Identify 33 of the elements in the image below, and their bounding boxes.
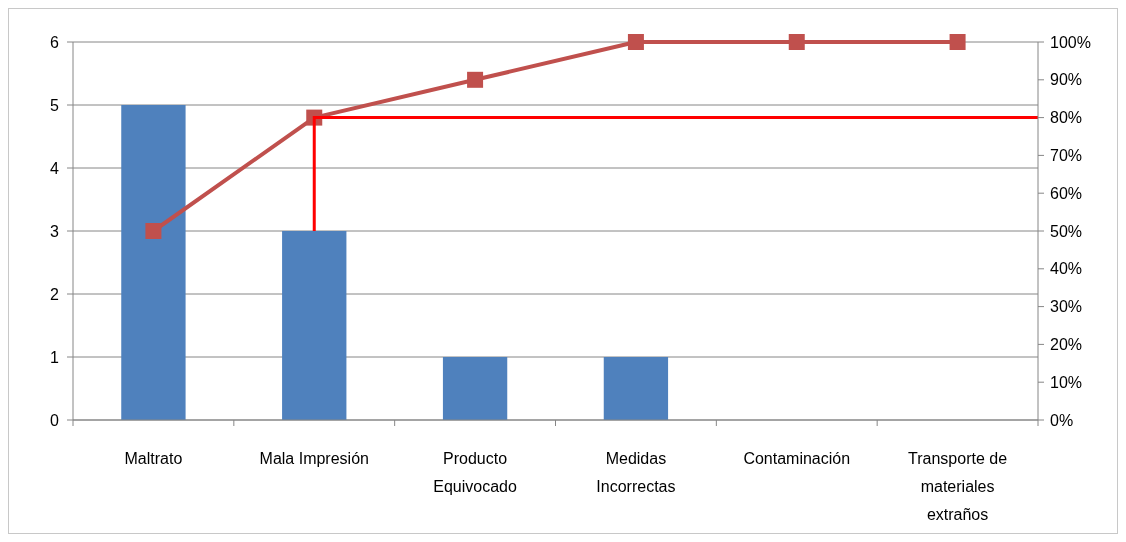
y2-tick-label: 0% [1050, 411, 1074, 429]
x-tick-label: Mala Impresión [259, 450, 369, 467]
x-tick-label: Medidas Incorrectas [596, 450, 676, 495]
y2-tick-label: 60% [1050, 184, 1083, 202]
point [627, 34, 644, 50]
y-tick-label: 4 [50, 159, 60, 177]
y-tick-label: 3 [50, 222, 60, 240]
y-tick-label: 2 [50, 285, 60, 303]
y2-tick-label: 70% [1050, 147, 1083, 164]
point [467, 71, 484, 88]
bar [603, 357, 669, 420]
point [145, 223, 162, 239]
point [788, 34, 805, 50]
x-tick-label: Producto Equivocado [433, 450, 517, 495]
bar [121, 105, 186, 420]
y-tick-label: 1 [50, 348, 60, 366]
y2-tick-label: 30% [1050, 298, 1083, 316]
bar [442, 357, 508, 420]
y2-tick-label: 10% [1050, 373, 1083, 391]
x-tick-label: Maltrato [124, 450, 183, 467]
y-tick-label: 0 [50, 411, 60, 429]
y2-tick-label: 50% [1050, 222, 1083, 240]
y-tick-label: 5 [50, 96, 60, 114]
y2-tick-label: 100% [1050, 33, 1091, 51]
y2-tick-label: 20% [1050, 336, 1083, 353]
x-tick-label: Transporte de materiales extraños [908, 450, 1008, 523]
y2-tick-label: 40% [1050, 260, 1083, 278]
point [949, 34, 966, 50]
x-tick-label: Contaminación [743, 450, 851, 467]
y2-tick-label: 90% [1050, 71, 1083, 89]
y2-tick-label: 80% [1050, 109, 1083, 127]
bar [282, 231, 347, 420]
y-tick-label: 6 [50, 33, 60, 51]
